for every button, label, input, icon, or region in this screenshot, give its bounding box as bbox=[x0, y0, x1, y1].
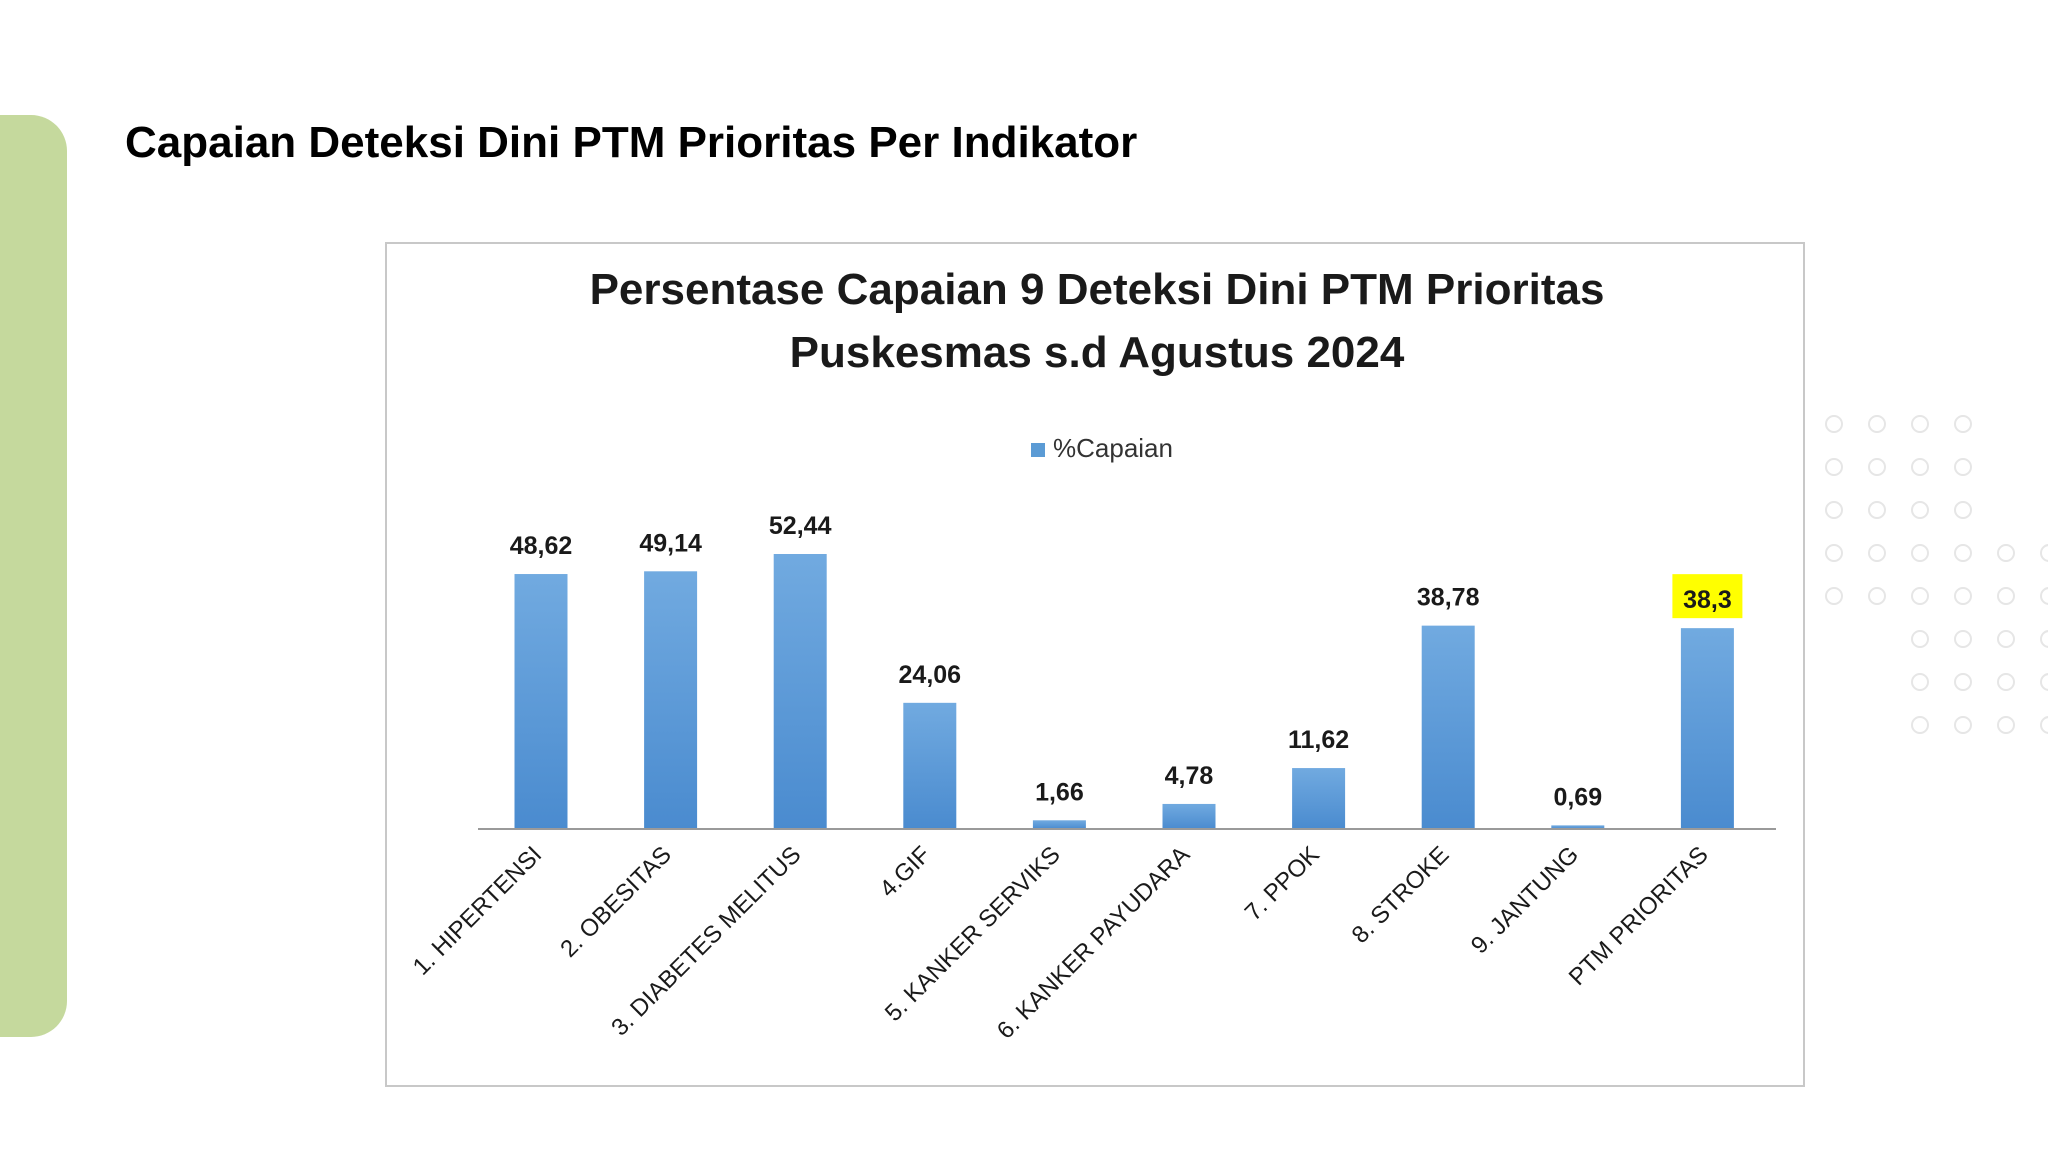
bar-6 bbox=[1162, 803, 1216, 829]
decorative-dot bbox=[1868, 458, 1886, 476]
chart-title: Persentase Capaian 9 Deteksi Dini PTM Pr… bbox=[590, 265, 1605, 314]
decorative-dot bbox=[1825, 587, 1843, 605]
decorative-dot bbox=[1911, 673, 1929, 691]
bar-5 bbox=[1032, 820, 1086, 829]
chart-subtitle: Puskesmas s.d Agustus 2024 bbox=[790, 328, 1405, 377]
chart-legend: %Capaian bbox=[1031, 433, 1173, 463]
chart-frame: Persentase Capaian 9 Deteksi Dini PTM Pr… bbox=[385, 242, 1805, 1087]
data-label-7: 11,62 bbox=[1288, 726, 1349, 754]
data-label-9: 0,69 bbox=[1553, 783, 1602, 811]
x-tick-label-8: 8. STROKE bbox=[1347, 841, 1455, 949]
decorative-dot bbox=[1911, 415, 1929, 433]
bar-4 bbox=[903, 702, 957, 829]
decorative-dot bbox=[1997, 587, 2015, 605]
decorative-dot bbox=[1997, 544, 2015, 562]
decorative-dot bbox=[1868, 501, 1886, 519]
accent-sidebar-bar bbox=[0, 115, 67, 1037]
x-tick-label-2: 2. OBESITAS bbox=[555, 841, 677, 963]
decorative-dot bbox=[1911, 458, 1929, 476]
data-label-4: 24,06 bbox=[899, 661, 962, 689]
data-label-3: 52,44 bbox=[769, 512, 832, 540]
decorative-dot bbox=[2040, 630, 2048, 648]
decorative-dot bbox=[1868, 415, 1886, 433]
decorative-dot bbox=[1954, 630, 1972, 648]
decorative-dot bbox=[1911, 716, 1929, 734]
decorative-dot bbox=[1997, 716, 2015, 734]
bar-3 bbox=[773, 554, 827, 829]
data-label-10: 38,3 bbox=[1683, 586, 1732, 614]
decorative-dot bbox=[1997, 673, 2015, 691]
bar-chart: Persentase Capaian 9 Deteksi Dini PTM Pr… bbox=[408, 265, 1776, 1044]
decorative-dot bbox=[1954, 587, 1972, 605]
highlight-box bbox=[1672, 574, 1743, 619]
x-tick-label-1: 1. HIPERTENSI bbox=[408, 841, 547, 980]
decorative-dot bbox=[1911, 501, 1929, 519]
decorative-dot bbox=[1825, 458, 1843, 476]
bar-1 bbox=[514, 574, 568, 829]
decorative-dot bbox=[2040, 673, 2048, 691]
decorative-dot bbox=[1911, 587, 1929, 605]
decorative-dot bbox=[2040, 544, 2048, 562]
legend-label: %Capaian bbox=[1053, 433, 1173, 463]
decorative-dot bbox=[1954, 501, 1972, 519]
decorative-dot bbox=[1825, 501, 1843, 519]
x-tick-label-9: 9. JANTUNG bbox=[1466, 841, 1584, 959]
decorative-dot bbox=[1954, 544, 1972, 562]
data-label-2: 49,14 bbox=[639, 529, 702, 557]
bar-7 bbox=[1292, 768, 1346, 829]
bar-2 bbox=[644, 571, 698, 829]
decorative-dot bbox=[1825, 544, 1843, 562]
x-tick-label-7: 7. PPOK bbox=[1240, 841, 1325, 926]
decorative-dot bbox=[2040, 587, 2048, 605]
data-label-8: 38,78 bbox=[1417, 584, 1480, 612]
bar-9 bbox=[1551, 825, 1605, 829]
decorative-dot bbox=[1954, 716, 1972, 734]
decorative-dot bbox=[1825, 415, 1843, 433]
x-tick-label-4: 4.GIF bbox=[875, 841, 937, 903]
data-label-1: 48,62 bbox=[510, 532, 573, 560]
decorative-dot bbox=[1911, 544, 1929, 562]
decorative-dot-grid bbox=[1825, 415, 2048, 734]
bar-8 bbox=[1421, 625, 1475, 829]
legend-swatch bbox=[1031, 443, 1045, 457]
decorative-dot bbox=[1954, 415, 1972, 433]
decorative-dot bbox=[2040, 716, 2048, 734]
decorative-dot bbox=[1911, 630, 1929, 648]
data-label-5: 1,66 bbox=[1035, 778, 1084, 806]
decorative-dot bbox=[1868, 544, 1886, 562]
x-tick-label-10: PTM PRIORITAS bbox=[1564, 841, 1714, 991]
decorative-dot bbox=[1954, 458, 1972, 476]
data-label-6: 4,78 bbox=[1165, 762, 1214, 790]
decorative-dot bbox=[1954, 673, 1972, 691]
slide-title: Capaian Deteksi Dini PTM Prioritas Per I… bbox=[125, 118, 1138, 167]
bar-10 bbox=[1680, 628, 1734, 829]
decorative-dot bbox=[1868, 587, 1886, 605]
decorative-dot bbox=[1997, 630, 2015, 648]
